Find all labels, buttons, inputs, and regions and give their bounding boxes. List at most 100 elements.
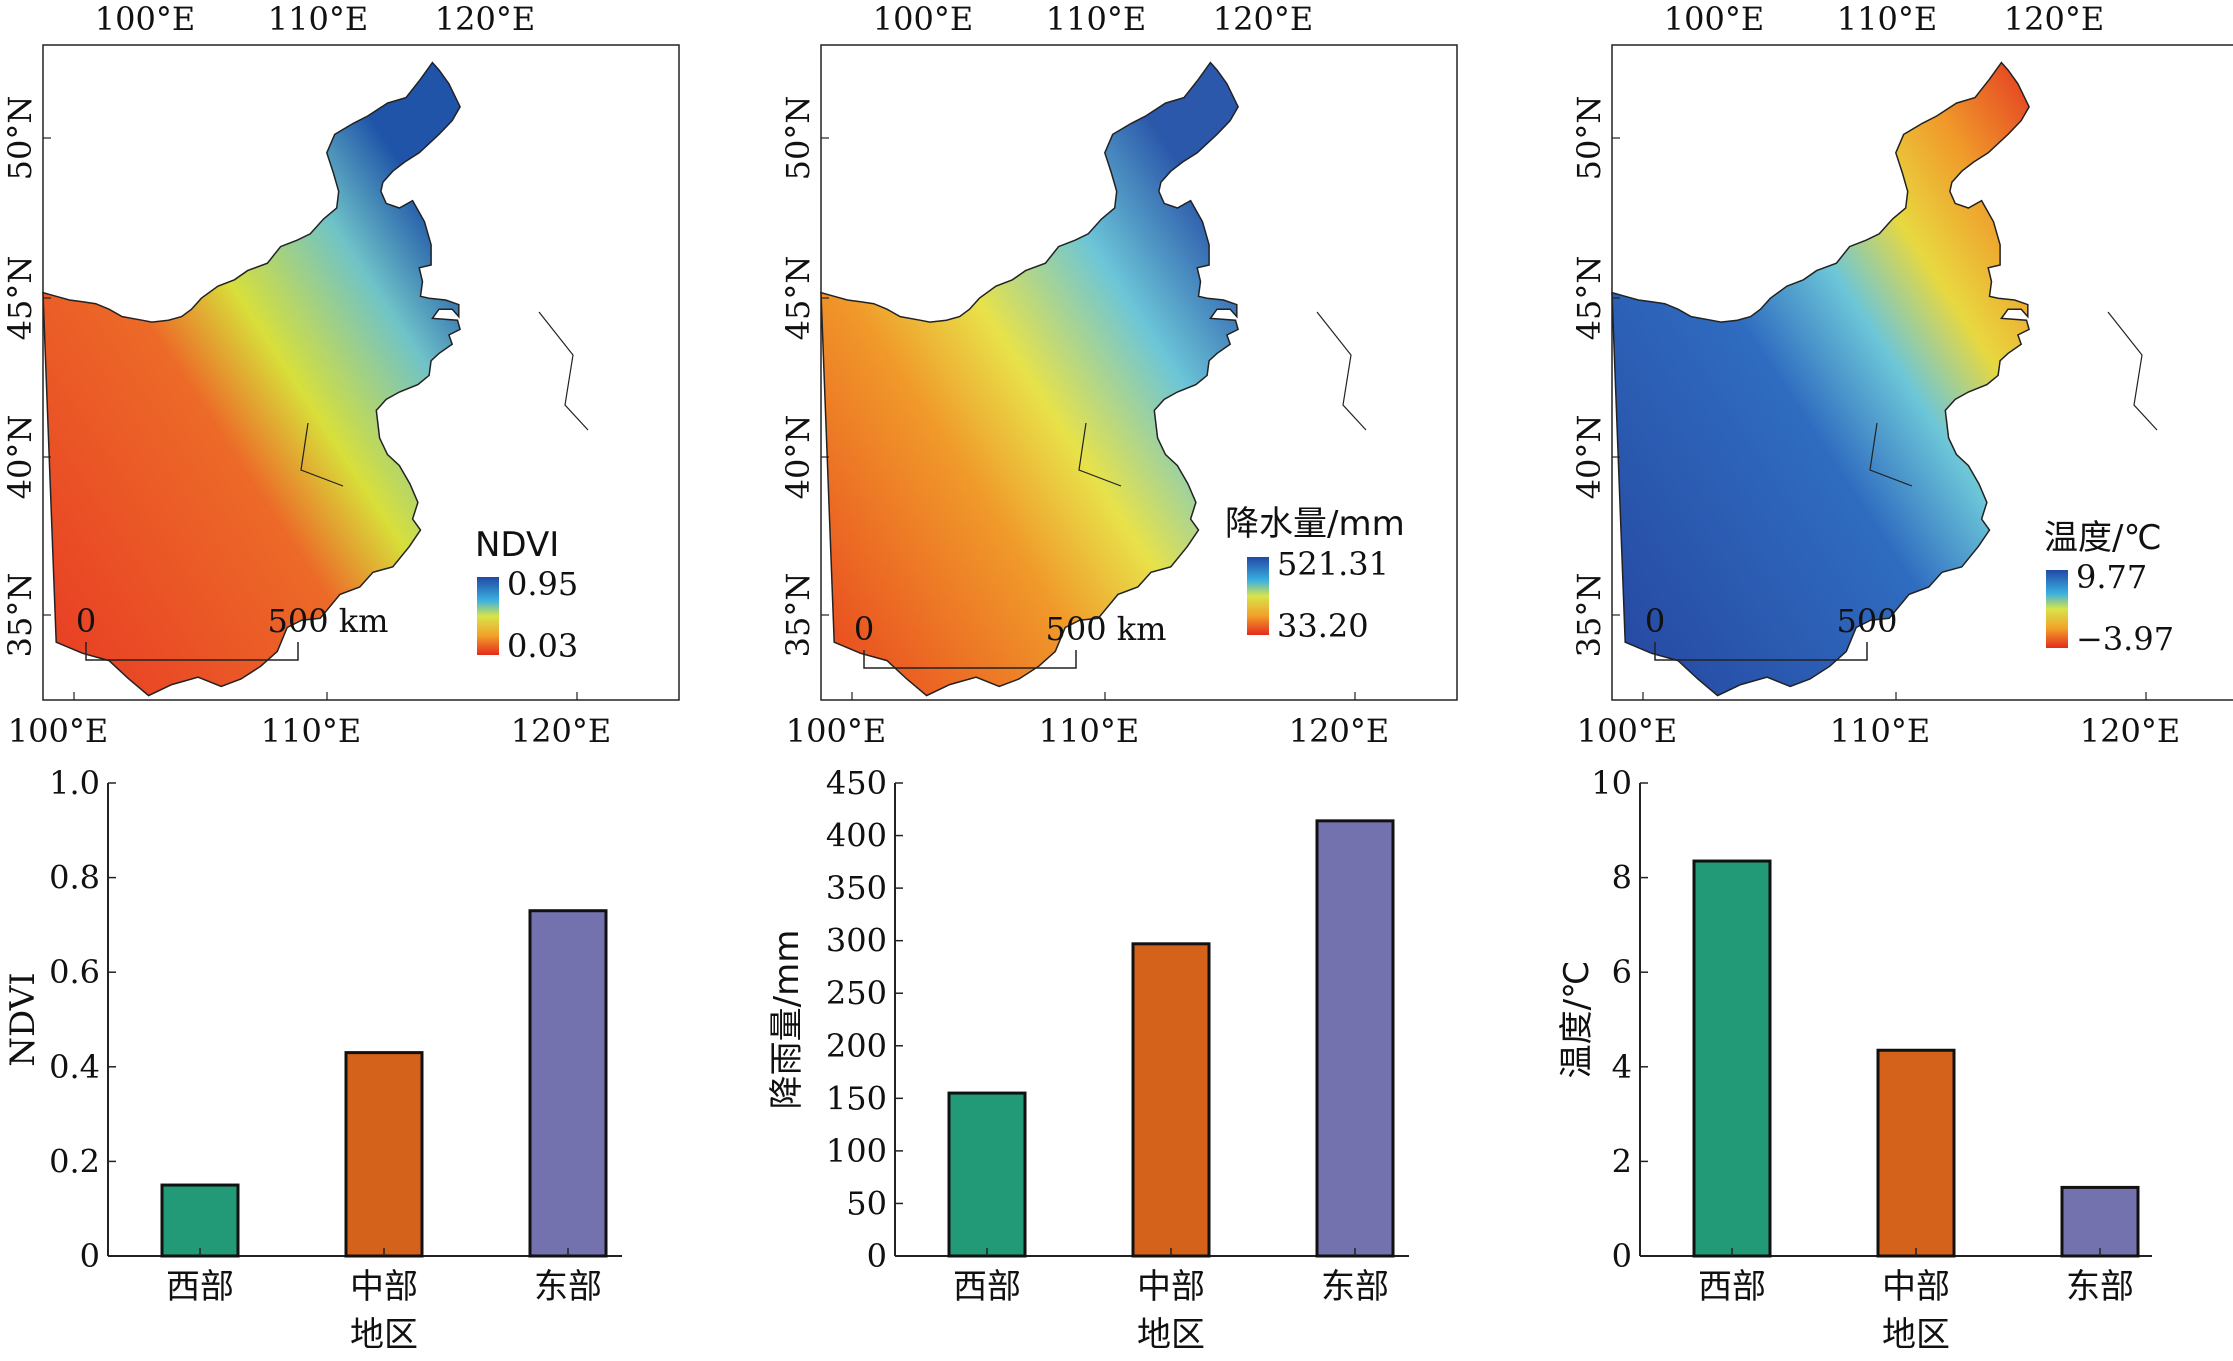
x-axis-label: 地区 <box>1137 1315 1205 1355</box>
map-panel-1: 100°E 100°E 110°E 110°E 120°E 120°E 50°N 45°N 40… <box>1 0 680 750</box>
lon-label-top: 110°E <box>268 0 368 38</box>
bar-2 <box>344 1051 424 1258</box>
y-tick-label: 1.0 <box>49 764 100 802</box>
bar-3 <box>1315 819 1395 1258</box>
region-shape <box>820 61 1239 697</box>
x-tick-label: 西部 <box>166 1267 234 1307</box>
y-tick-label: 8 <box>1612 859 1632 897</box>
y-tick-label: 6 <box>1612 953 1632 991</box>
x-axis-label: 地区 <box>350 1315 418 1355</box>
x-tick-label: 东部 <box>2066 1267 2134 1307</box>
lat-label: 45°N <box>779 256 817 341</box>
y-tick-label: 0 <box>1612 1237 1632 1275</box>
bar-1 <box>947 1091 1027 1258</box>
lon-label-top: 100°E <box>1664 0 1764 38</box>
scale-end: 500 <box>1836 602 1897 640</box>
y-tick-label: 200 <box>826 1027 887 1065</box>
x-tick-label: 西部 <box>953 1267 1021 1307</box>
bar-2 <box>1131 942 1211 1258</box>
lat-label: 35°N <box>779 573 817 658</box>
y-tick-label: 10 <box>1591 764 1632 802</box>
map-panel-2: 100°E 100°E 110°E 110°E 120°E 120°E 50°N 45°N 40… <box>779 0 1458 750</box>
y-tick-label: 300 <box>826 922 887 960</box>
y-tick-label: 50 <box>846 1184 887 1222</box>
scale-bar <box>85 642 299 661</box>
y-axis-label: NDVI <box>3 972 43 1066</box>
x-tick-label: 中部 <box>350 1267 418 1307</box>
boundary-central-east <box>538 311 589 431</box>
legend-colorbar <box>1247 557 1269 635</box>
lon-label-bottom: 110°E <box>1830 712 1930 750</box>
legend-max: 0.95 <box>507 565 578 603</box>
scale-start: 0 <box>1645 602 1665 640</box>
lat-label: 50°N <box>1 96 39 181</box>
legend-title: 温度/℃ <box>2044 518 2162 558</box>
bar-3 <box>2060 1185 2140 1258</box>
map-frame <box>820 44 1458 701</box>
y-tick-label: 0.4 <box>49 1048 100 1086</box>
y-tick-label: 100 <box>826 1132 887 1170</box>
x-tick-label: 中部 <box>1137 1267 1205 1307</box>
region-shape <box>42 61 461 697</box>
lat-label: 40°N <box>1570 415 1608 500</box>
lat-label: 50°N <box>779 96 817 181</box>
lat-label: 40°N <box>1 415 39 500</box>
lon-label-top: 120°E <box>435 0 535 38</box>
scale-end: 500 km <box>1046 610 1167 648</box>
y-tick-label: 0.8 <box>49 859 100 897</box>
boundary-west-central <box>300 422 344 487</box>
map-frame <box>1611 44 2233 701</box>
lon-label-bottom: 110°E <box>1039 712 1139 750</box>
legend-max: 9.77 <box>2076 558 2147 596</box>
scale-bar <box>863 650 1077 669</box>
lon-label-bottom: 100°E <box>786 712 886 750</box>
x-tick-label: 东部 <box>1321 1267 1389 1307</box>
y-tick-label: 2 <box>1612 1142 1632 1180</box>
scale-end: 500 km <box>268 602 389 640</box>
x-tick-label: 西部 <box>1698 1267 1766 1307</box>
y-axis-label: 温度/℃ <box>1557 961 1597 1079</box>
boundary-west-central <box>1078 422 1122 487</box>
y-tick-label: 400 <box>826 817 887 855</box>
lon-label-bottom: 100°E <box>8 712 108 750</box>
bar-3 <box>528 909 608 1258</box>
lon-label-top: 100°E <box>95 0 195 38</box>
lon-label-top: 120°E <box>2004 0 2104 38</box>
bar-1 <box>160 1183 240 1258</box>
map-panels: 100°E 100°E 110°E 110°E 120°E 120°E 50°N 45°N 40… <box>1 0 2233 750</box>
lat-label: 35°N <box>1570 573 1608 658</box>
y-tick-label: 0.2 <box>49 1142 100 1180</box>
legend-min: −3.97 <box>2076 620 2174 658</box>
lon-label-bottom: 100°E <box>1577 712 1677 750</box>
y-tick-label: 0.6 <box>49 953 100 991</box>
lat-label: 40°N <box>779 415 817 500</box>
y-tick-label: 250 <box>826 974 887 1012</box>
lat-label: 45°N <box>1570 256 1608 341</box>
lat-label: 50°N <box>1570 96 1608 181</box>
legend-min: 33.20 <box>1277 607 1369 645</box>
legend-title: 降水量/mm <box>1225 504 1405 544</box>
legend-title: NDVI <box>475 525 559 565</box>
lon-label-bottom: 120°E <box>1289 712 1389 750</box>
region-shape <box>1611 61 2030 697</box>
lon-label-bottom: 120°E <box>2080 712 2180 750</box>
x-axis-label: 地区 <box>1882 1315 1950 1355</box>
y-tick-label: 150 <box>826 1079 887 1117</box>
scale-bar <box>1654 642 1868 661</box>
y-tick-label: 0 <box>867 1237 887 1275</box>
legend-min: 0.03 <box>507 627 578 665</box>
boundary-west-central <box>1869 422 1913 487</box>
lon-label-bottom: 110°E <box>261 712 361 750</box>
boundary-central-east <box>2107 311 2158 431</box>
lat-label: 45°N <box>1 256 39 341</box>
x-tick-label: 中部 <box>1882 1267 1950 1307</box>
legend-colorbar <box>2046 570 2068 648</box>
scale-start: 0 <box>854 610 874 648</box>
x-tick-label: 东部 <box>534 1267 602 1307</box>
bar-2 <box>1876 1048 1956 1258</box>
bar-chart-2: 0 50 100 150 200 250 300 350 400 450 降雨量/mm 西部 中部 东部地… <box>767 764 1409 1355</box>
y-tick-label: 4 <box>1612 1048 1632 1086</box>
y-axis-label: 降雨量/mm <box>767 930 807 1110</box>
